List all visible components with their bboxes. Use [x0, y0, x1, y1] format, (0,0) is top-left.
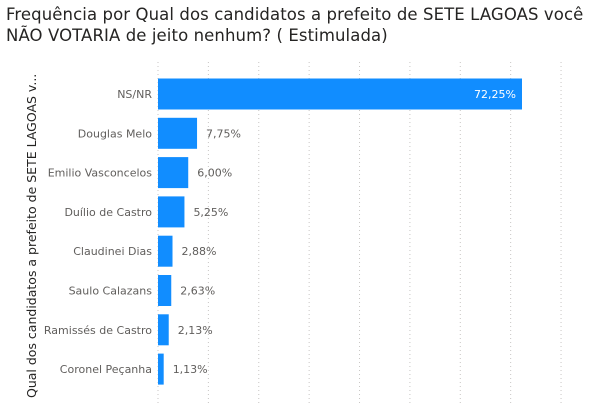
category-label: Duílio de Castro — [64, 206, 152, 219]
category-label: Emilio Vasconcelos — [48, 167, 153, 180]
bar[interactable] — [158, 353, 164, 385]
data-label: 72,25% — [474, 88, 516, 101]
bar[interactable] — [158, 78, 522, 110]
bar[interactable] — [158, 314, 169, 346]
category-label: Coronel Peçanha — [60, 363, 152, 376]
data-label: 6,00% — [197, 167, 232, 180]
chart-title: Frequência por Qual dos candidatos a pre… — [6, 5, 584, 45]
category-label: Saulo Calazans — [69, 285, 153, 298]
data-label: 7,75% — [206, 127, 241, 140]
bar[interactable] — [158, 157, 189, 189]
data-label: 5,25% — [193, 206, 228, 219]
data-label: 2,63% — [180, 285, 215, 298]
category-label: Claudinei Dias — [73, 245, 152, 258]
category-label: Douglas Melo — [78, 127, 152, 140]
bar[interactable] — [158, 196, 185, 228]
data-label: 1,13% — [173, 363, 208, 376]
data-label: 2,88% — [182, 245, 217, 258]
bar[interactable] — [158, 117, 198, 149]
bar[interactable] — [158, 235, 173, 267]
category-label: Ramissés de Castro — [44, 324, 152, 337]
data-label: 2,13% — [178, 324, 213, 337]
bar[interactable] — [158, 275, 172, 306]
category-label: NS/NR — [117, 88, 152, 101]
